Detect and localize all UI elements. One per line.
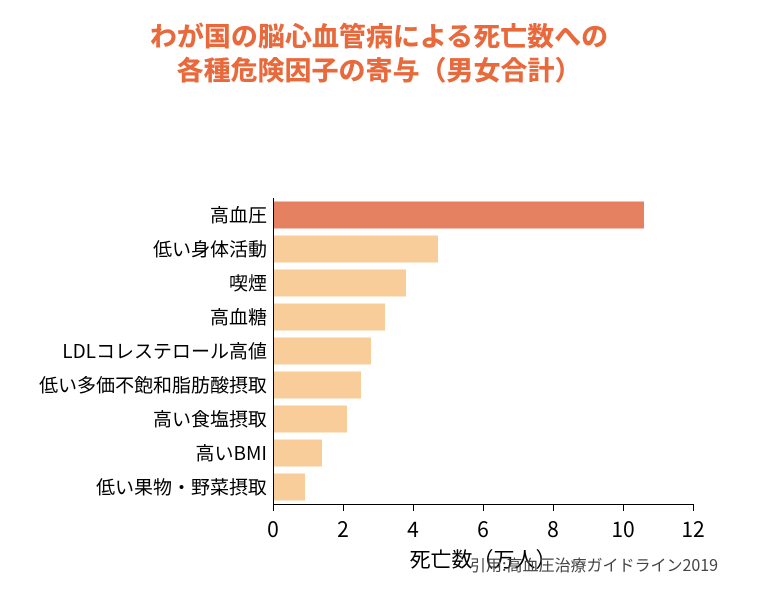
chart-title: わが国の脳心血管病による死亡数への 各種危険因子の寄与（男女合計）: [0, 0, 758, 86]
category-label: 低い多価不飽和脂肪酸摂取: [0, 371, 273, 398]
chart-row: LDLコレステロール高値: [0, 334, 758, 368]
chart-row: 高血糖: [0, 300, 758, 334]
bar-track: [273, 198, 758, 232]
bar: [273, 201, 644, 228]
chart-row: 高血圧: [0, 198, 758, 232]
y-axis: [273, 198, 274, 504]
category-label: 高いBMI: [0, 439, 273, 466]
x-tick-label: 2: [337, 514, 349, 544]
x-tick-label: 6: [477, 514, 489, 544]
x-tick-label: 4: [407, 514, 419, 544]
chart-row: 低い多価不飽和脂肪酸摂取: [0, 368, 758, 402]
bar-track: [273, 300, 758, 334]
title-line-2: 各種危険因子の寄与（男女合計）: [177, 49, 582, 88]
chart-row: 喫煙: [0, 266, 758, 300]
x-tick: [553, 504, 554, 511]
x-tick-label: 8: [547, 514, 559, 544]
category-label: 高血糖: [0, 303, 273, 330]
chart-row: 高いBMI: [0, 436, 758, 470]
bar-track: [273, 368, 758, 402]
bar: [273, 269, 406, 296]
x-tick-label: 12: [681, 514, 704, 544]
bar: [273, 303, 385, 330]
category-label: 低い身体活動: [0, 235, 273, 262]
x-tick: [483, 504, 484, 511]
x-tick: [693, 504, 694, 511]
x-tick: [343, 504, 344, 511]
x-tick: [413, 504, 414, 511]
category-label: LDLコレステロール高値: [0, 337, 273, 364]
category-label: 高血圧: [0, 201, 273, 228]
bar-track: [273, 334, 758, 368]
bar: [273, 405, 347, 432]
x-tick-label: 0: [267, 514, 279, 544]
bar-track: [273, 436, 758, 470]
x-tick: [623, 504, 624, 511]
x-tick-label: 10: [611, 514, 634, 544]
chart-row: 低い身体活動: [0, 232, 758, 266]
bar: [273, 371, 361, 398]
chart-row: 高い食塩摂取: [0, 402, 758, 436]
category-label: 低い果物・野菜摂取: [0, 473, 273, 500]
bar: [273, 439, 322, 466]
bar-track: [273, 402, 758, 436]
bar: [273, 337, 371, 364]
x-tick: [273, 504, 274, 511]
category-label: 高い食塩摂取: [0, 405, 273, 432]
bar-track: [273, 470, 758, 504]
bar-track: [273, 232, 758, 266]
bar-track: [273, 266, 758, 300]
bar: [273, 473, 305, 500]
citation-text: 引用:高血圧治療ガイドライン2019: [470, 552, 718, 576]
chart-row: 低い果物・野菜摂取: [0, 470, 758, 504]
category-label: 喫煙: [0, 269, 273, 296]
bar: [273, 235, 438, 262]
